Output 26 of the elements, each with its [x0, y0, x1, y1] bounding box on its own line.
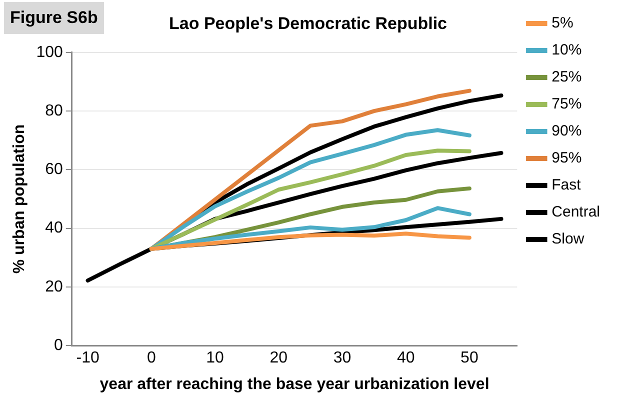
- x-tick-label: -10: [76, 350, 100, 367]
- legend-label: 90%: [552, 122, 582, 140]
- legend-label: 95%: [552, 150, 582, 167]
- legend-label: 25%: [552, 68, 582, 86]
- legend-label: Slow: [552, 230, 584, 248]
- x-tick-label: 0: [146, 350, 156, 367]
- legend-label: Fast: [552, 176, 582, 194]
- caption: Figure S6b: [4, 2, 104, 34]
- x-tick-label: 50: [460, 350, 478, 367]
- x-tick-label: 40: [396, 350, 415, 367]
- legend-label: Central: [552, 204, 600, 221]
- y-tick-label: 80: [45, 102, 63, 120]
- x-tick-label: 20: [270, 350, 288, 367]
- y-tick-label: 60: [45, 161, 63, 178]
- y-tick-label: 40: [45, 220, 63, 237]
- y-axis-title: % urban population: [11, 124, 28, 274]
- x-tick-label: 30: [333, 350, 352, 367]
- legend-label: 75%: [552, 96, 582, 113]
- x-axis-title: year after reaching the base year urbanization level: [100, 376, 490, 393]
- y-tick-label: 20: [45, 278, 63, 296]
- legend-label: 5%: [552, 14, 574, 32]
- x-tick-label: 10: [206, 350, 224, 367]
- y-tick-label: 100: [36, 44, 63, 61]
- legend-label: 10%: [552, 42, 582, 59]
- y-tick-label: 0: [54, 337, 63, 354]
- chart-title: Lao People's Democratic Republic: [168, 14, 448, 33]
